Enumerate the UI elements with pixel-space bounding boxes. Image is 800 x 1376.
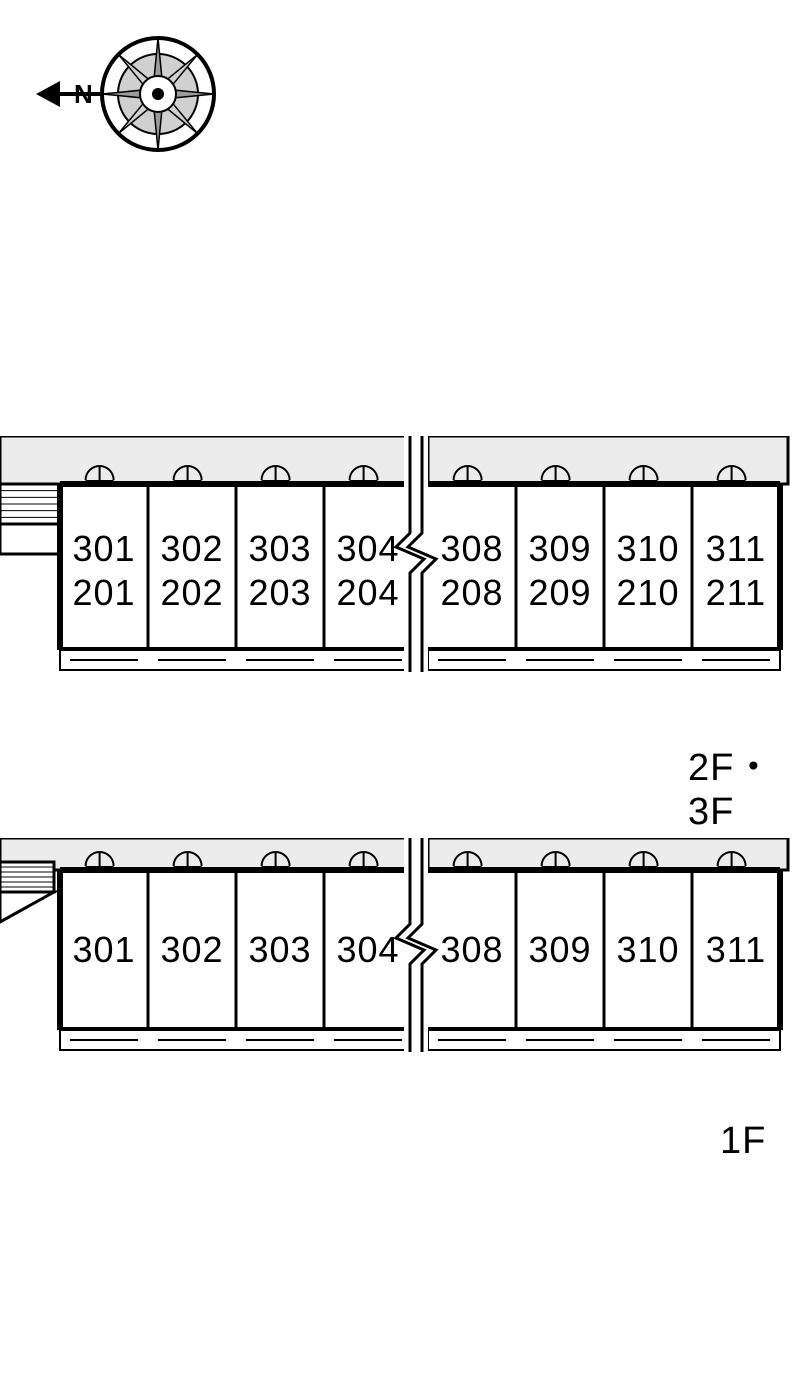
floor-label: 2F・3F bbox=[688, 736, 800, 834]
unit-number: 311 bbox=[706, 929, 766, 970]
unit-number: 303 bbox=[248, 929, 311, 970]
unit-number: 210 bbox=[616, 572, 679, 613]
unit-number: 208 bbox=[440, 572, 503, 613]
plan-2f3f: 3012013022023032033042043082083092093102… bbox=[0, 436, 800, 672]
unit-number: 302 bbox=[160, 528, 223, 569]
unit-number: 304 bbox=[336, 528, 399, 569]
unit-number: 204 bbox=[336, 572, 399, 613]
unit-number: 301 bbox=[72, 929, 135, 970]
unit-number: 308 bbox=[440, 929, 503, 970]
unit-number: 203 bbox=[248, 572, 311, 613]
unit-number: 303 bbox=[248, 528, 311, 569]
unit-number: 308 bbox=[440, 528, 503, 569]
unit-number: 201 bbox=[72, 572, 135, 613]
unit-number: 301 bbox=[72, 528, 135, 569]
floor-plan-canvas: N 30120130220230320330420430820830920931… bbox=[0, 0, 800, 1376]
unit-number: 302 bbox=[160, 929, 223, 970]
unit-number: 311 bbox=[706, 528, 766, 569]
unit-number: 309 bbox=[528, 528, 591, 569]
unit-number: 209 bbox=[528, 572, 591, 613]
floor-label: 1F bbox=[720, 1120, 766, 1163]
unit-number: 310 bbox=[616, 528, 679, 569]
unit-number: 309 bbox=[528, 929, 591, 970]
unit-number: 211 bbox=[706, 572, 766, 613]
unit-number: 304 bbox=[336, 929, 399, 970]
plan-1f: 301 302 303 304 308 309 310 311 bbox=[0, 838, 800, 1052]
compass-north-label: N bbox=[74, 79, 93, 109]
compass-rose: N bbox=[20, 12, 260, 172]
unit-number: 202 bbox=[160, 572, 223, 613]
unit-number: 310 bbox=[616, 929, 679, 970]
